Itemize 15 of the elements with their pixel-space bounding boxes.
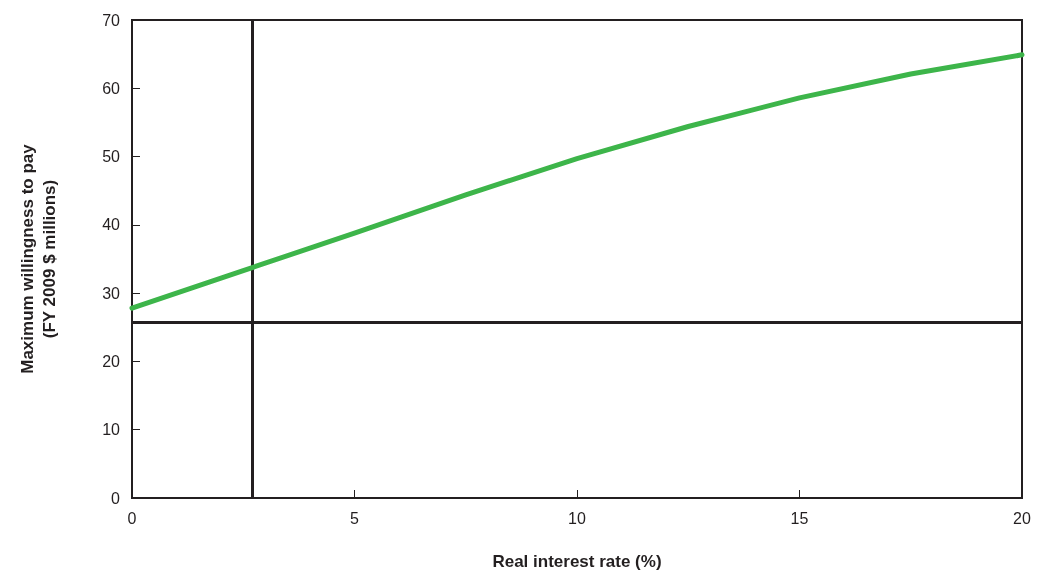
x-tick-label: 20 (1013, 509, 1031, 527)
x-tick-label: 15 (790, 509, 809, 527)
y-tick-label: 70 (102, 11, 121, 29)
x-tick-label: 10 (568, 509, 586, 527)
y-tick-label: 30 (102, 284, 121, 302)
x-tick-label: 0 (127, 509, 137, 527)
x-axis-title: Real interest rate (%) (492, 552, 662, 571)
y-tick-label: 60 (102, 79, 121, 97)
y-tick-label: 40 (102, 216, 121, 234)
y-tick-label: 50 (102, 148, 121, 166)
y-axis-title: Maximum willingness to pay (FY 2009 $ millions) (17, 143, 59, 374)
y-tick-label: 20 (102, 352, 121, 370)
y-tick-label: 0 (111, 489, 121, 507)
x-tick-label: 5 (350, 509, 360, 527)
y-tick-label: 10 (102, 421, 121, 439)
